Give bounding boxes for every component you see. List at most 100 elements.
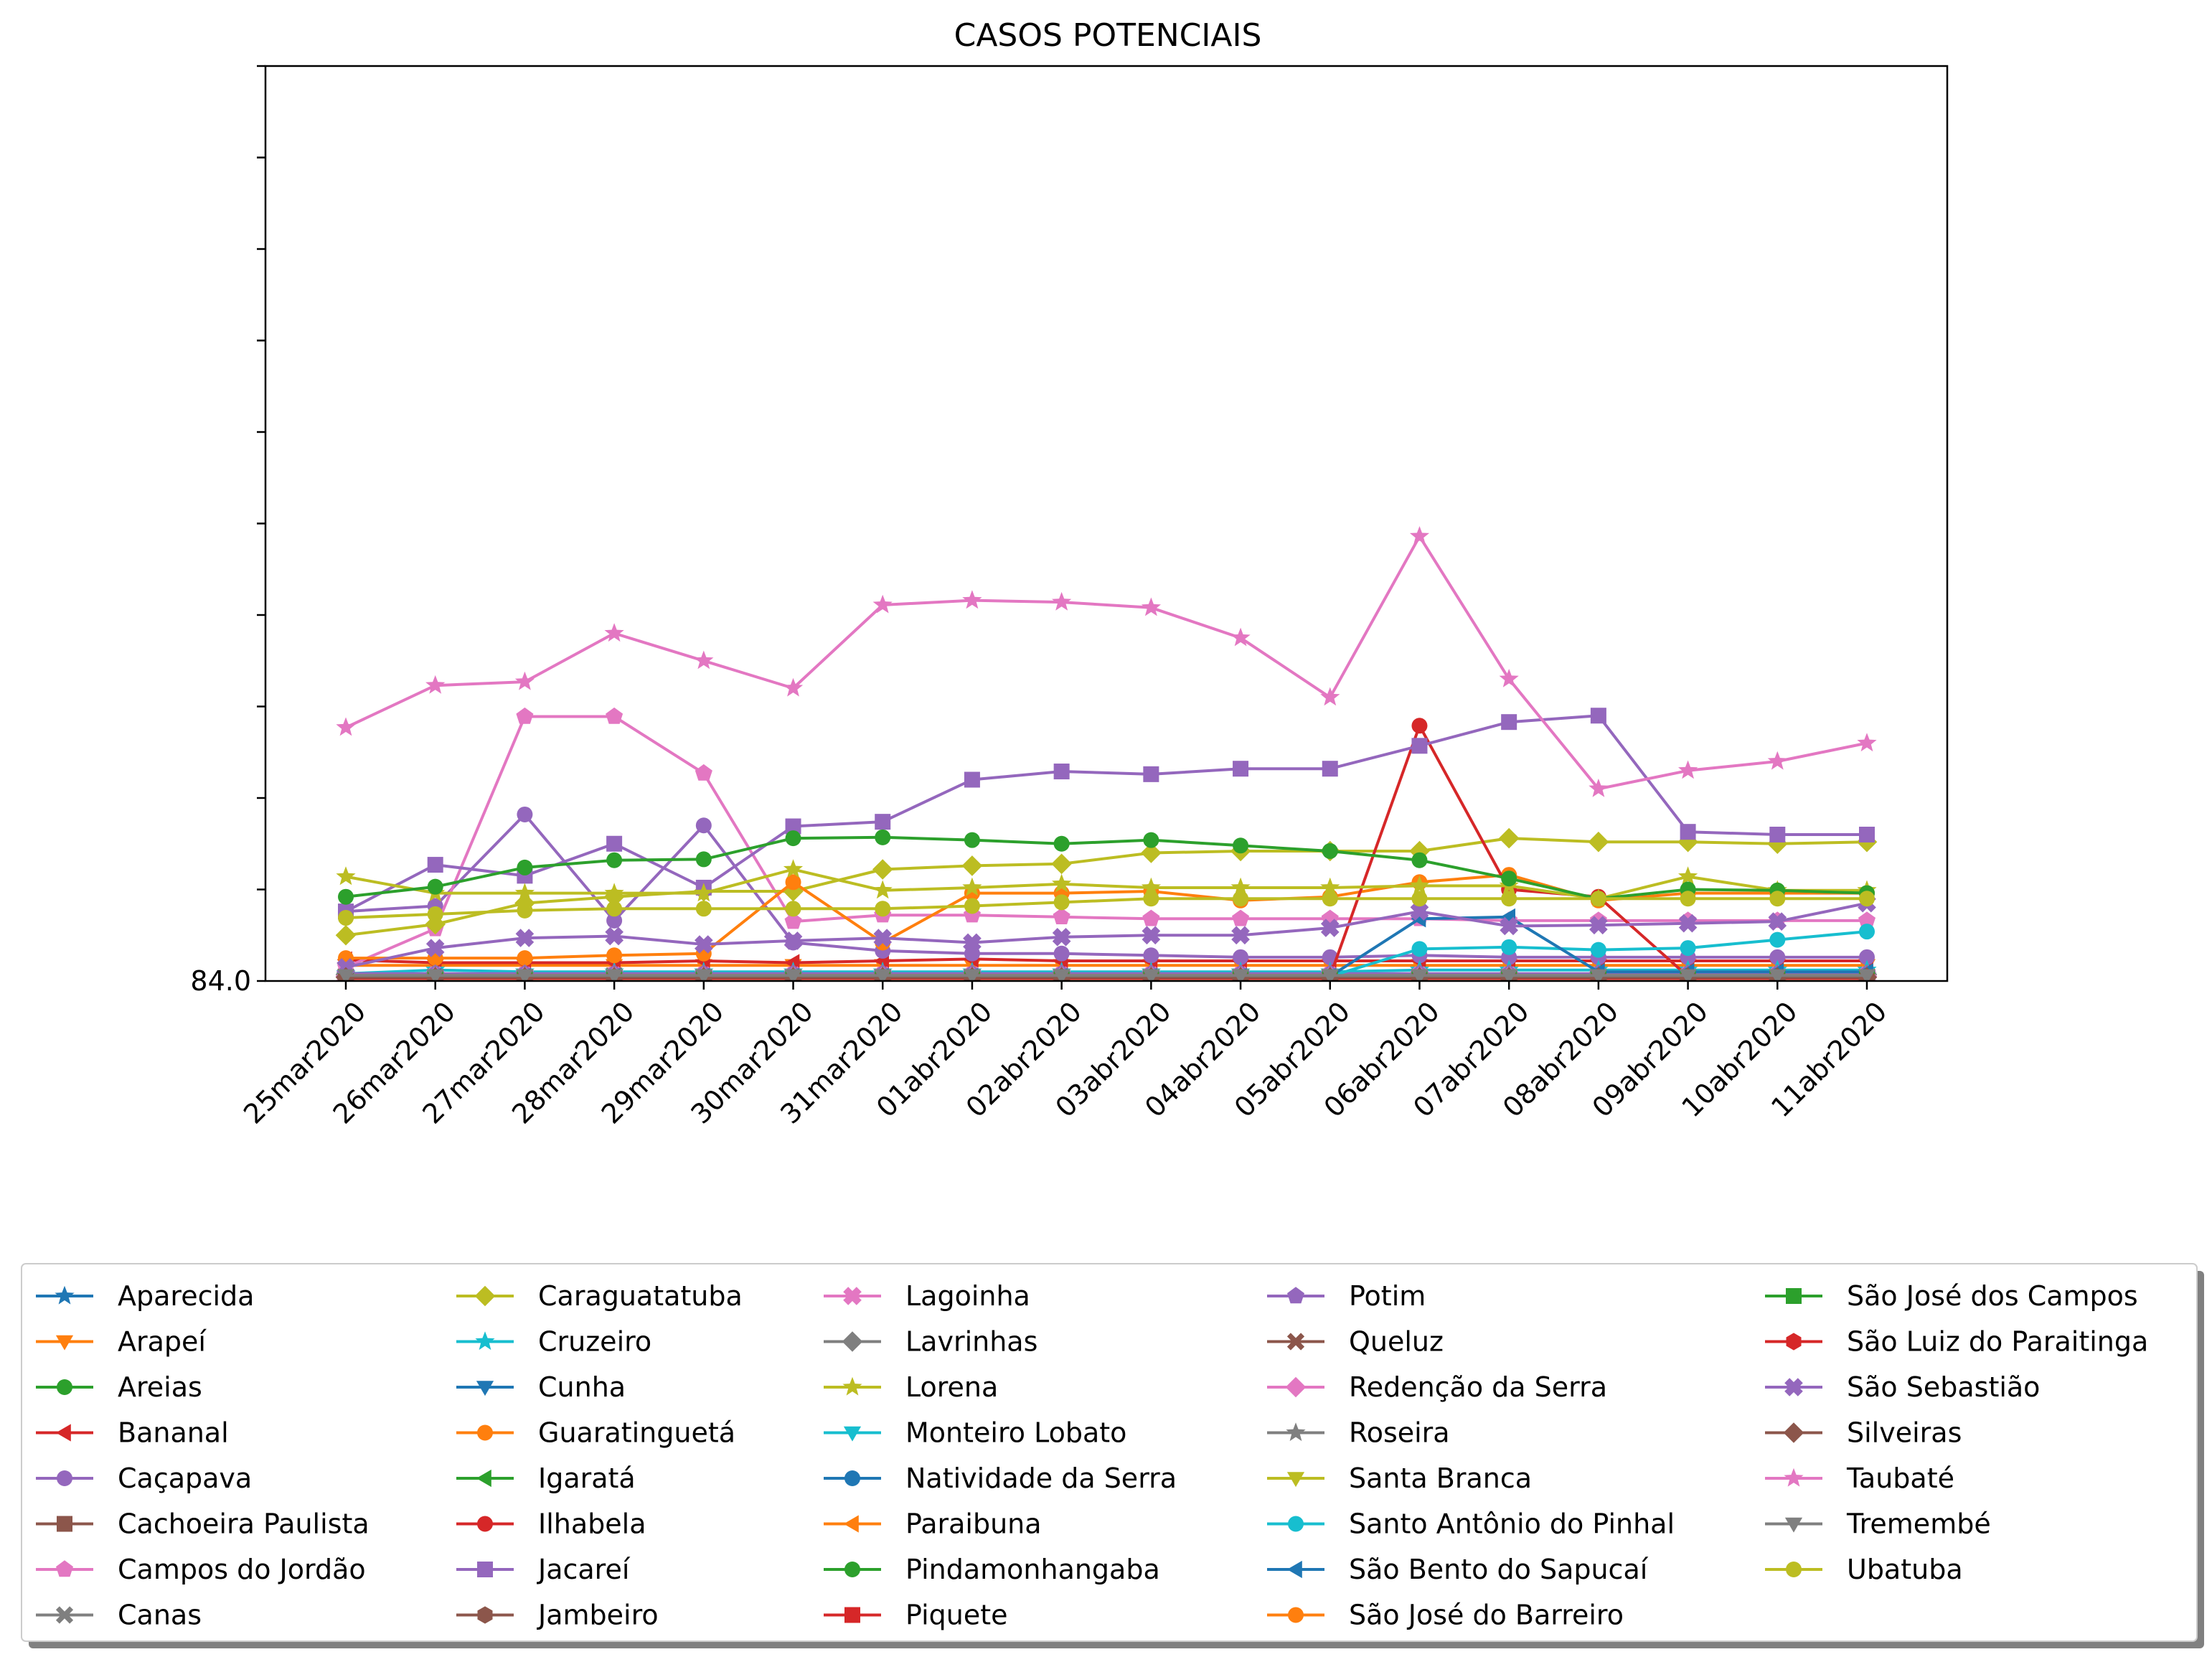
series-line <box>345 813 1867 959</box>
data-point <box>1230 627 1251 647</box>
legend-marker <box>843 1426 862 1442</box>
data-point <box>336 866 356 886</box>
legend-entry: Paraibuna <box>824 1508 1042 1540</box>
data-point <box>1859 924 1875 940</box>
legend-label: Natividade da Serra <box>905 1463 1177 1494</box>
data-point <box>606 835 623 852</box>
data-point <box>1680 940 1696 957</box>
legend-entry: Queluz <box>1267 1326 1444 1358</box>
data-point <box>964 898 980 914</box>
legend-marker <box>1786 1562 1802 1577</box>
data-point <box>964 832 980 848</box>
legend-label: Roseira <box>1349 1417 1450 1449</box>
legend-label: Campos do Jordão <box>118 1554 366 1585</box>
data-point <box>1230 877 1251 896</box>
data-point <box>1588 831 1609 853</box>
data-point <box>427 857 443 873</box>
legend-entry: Canas <box>36 1600 202 1631</box>
data-point <box>1233 761 1249 777</box>
data-point <box>1501 891 1517 907</box>
legend-label: Silveiras <box>1847 1417 1962 1449</box>
data-point <box>517 902 533 919</box>
legend-marker <box>1288 1607 1304 1623</box>
series-line <box>345 968 1867 975</box>
legend-label: Guaratinguetá <box>538 1417 735 1449</box>
series-line <box>345 714 1867 913</box>
data-point <box>1411 941 1428 957</box>
data-point <box>872 880 893 899</box>
data-point <box>1322 891 1338 907</box>
data-point <box>1858 911 1876 929</box>
data-point <box>784 969 802 981</box>
legend-label: Ilhabela <box>538 1508 646 1540</box>
data-point <box>1589 969 1607 981</box>
legend-label: São Sebastião <box>1847 1371 2040 1403</box>
data-point <box>875 814 891 830</box>
legend-entry: Campos do Jordão <box>36 1554 366 1585</box>
legend-label: Queluz <box>1349 1326 1444 1358</box>
legend-marker <box>57 1470 72 1486</box>
data-point <box>1052 873 1072 893</box>
legend-label: Santo Antônio do Pinhal <box>1349 1508 1675 1540</box>
data-point <box>695 969 712 981</box>
data-point <box>1143 832 1159 848</box>
data-point <box>1767 751 1787 770</box>
data-point <box>1142 926 1161 945</box>
data-point <box>606 947 623 964</box>
legend-entry: Pindamonhangaba <box>824 1554 1160 1585</box>
legend-entry: Bananal <box>36 1417 229 1449</box>
data-point <box>1053 969 1070 981</box>
data-point <box>1859 891 1875 907</box>
data-point <box>1680 891 1696 907</box>
legend-entry: Roseira <box>1267 1417 1450 1449</box>
legend-label: Areias <box>118 1371 202 1403</box>
data-point <box>1143 947 1159 964</box>
data-point <box>1678 866 1698 886</box>
legend-entry: Igaratá <box>456 1463 636 1494</box>
data-point <box>1053 945 1070 962</box>
series-layer <box>335 526 1878 981</box>
data-point <box>516 969 534 981</box>
data-point <box>338 888 354 905</box>
legend-label: Caraguatatuba <box>538 1280 743 1312</box>
data-point <box>1769 931 1786 948</box>
data-point <box>1053 764 1070 780</box>
legend-marker <box>1287 1287 1304 1304</box>
data-point <box>1053 835 1070 852</box>
legend-marker <box>1288 1516 1304 1532</box>
legend-label: Pindamonhangaba <box>905 1554 1160 1585</box>
data-point <box>1322 761 1338 777</box>
data-point <box>1142 969 1160 981</box>
legend-entry: Lorena <box>824 1371 998 1403</box>
legend-entry: Lagoinha <box>824 1280 1030 1312</box>
data-point <box>1231 926 1250 945</box>
legend-box <box>21 1263 2198 1642</box>
data-point <box>516 707 534 724</box>
legend-marker <box>1286 1472 1305 1488</box>
legend-marker <box>55 1285 75 1305</box>
data-point <box>1769 949 1786 965</box>
legend-label: Jacareí <box>537 1554 631 1585</box>
data-point <box>1678 760 1698 779</box>
legend-marker <box>477 1606 493 1624</box>
data-point <box>1411 891 1428 907</box>
legend-entry: Piquete <box>824 1600 1008 1631</box>
data-point <box>1053 894 1070 911</box>
data-point <box>875 901 891 917</box>
legend-label: Potim <box>1349 1280 1426 1312</box>
legend-entry: Potim <box>1267 1280 1426 1312</box>
data-point <box>1053 908 1070 924</box>
data-point <box>964 771 980 788</box>
data-point <box>1141 597 1161 616</box>
chart-title: CASOS POTENCIAIS <box>954 17 1262 54</box>
legend-entry: São José dos Campos <box>1765 1280 2138 1312</box>
data-point <box>1769 969 1787 981</box>
legend-entry: Cachoeira Paulista <box>36 1508 370 1540</box>
data-point <box>604 623 624 642</box>
legend-label: Monteiro Lobato <box>905 1417 1126 1449</box>
legend-label: Lagoinha <box>905 1280 1030 1312</box>
data-point <box>872 859 893 880</box>
legend-marker <box>843 1287 862 1305</box>
legend-entry: Guaratinguetá <box>456 1417 735 1449</box>
legend-entry: São Bento do Sapucaí <box>1267 1554 1649 1585</box>
